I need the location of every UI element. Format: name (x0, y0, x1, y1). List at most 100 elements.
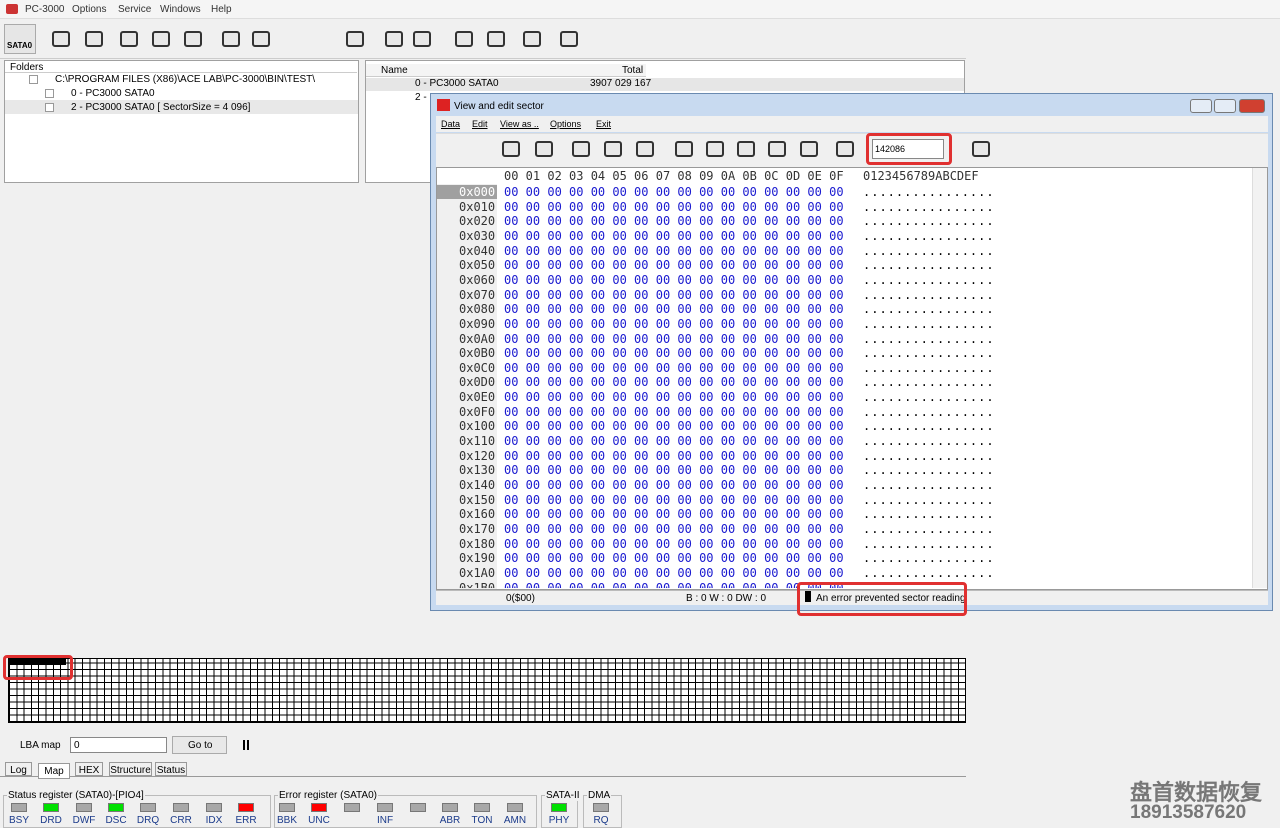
menu-item[interactable]: Windows (160, 4, 201, 15)
window-button[interactable] (1214, 99, 1236, 113)
row-ascii: ................ (863, 243, 995, 258)
editor-tool-icon[interactable] (836, 141, 854, 157)
menu-item[interactable]: Options (72, 4, 107, 15)
row-bytes: 00 00 00 00 00 00 00 00 00 00 00 00 00 0… (504, 346, 844, 361)
toolbar-icon[interactable] (560, 31, 578, 47)
app-icon (6, 4, 18, 14)
sector-input[interactable]: 142086 (872, 139, 944, 159)
window-title: View and edit sector (454, 101, 544, 112)
row-ascii: ................ (863, 287, 995, 302)
editor-menu-item[interactable]: Edit (472, 119, 488, 129)
row-offset: 0x170 (459, 521, 496, 536)
list-row (366, 78, 964, 91)
led (344, 803, 360, 812)
editor-tool-icon[interactable] (535, 141, 553, 157)
led-label: TON (471, 815, 493, 826)
status-cell: 0($00) (506, 593, 535, 604)
editor-tool-icon[interactable] (737, 141, 755, 157)
row-offset: 0x160 (459, 507, 496, 522)
row-ascii: ................ (863, 521, 995, 536)
toolbar-icon[interactable] (52, 31, 70, 47)
editor-tool-icon[interactable] (768, 141, 786, 157)
toolbar-icon[interactable] (346, 31, 364, 47)
led (238, 803, 254, 812)
toolbar-icon[interactable] (252, 31, 270, 47)
row-bytes: 00 00 00 00 00 00 00 00 00 00 00 00 00 0… (504, 243, 844, 258)
tree-item[interactable]: 0 - PC3000 SATA0 (71, 88, 155, 99)
hex-clip: 0x000 00 00 00 00 00 00 00 00 00 00 00 00… (437, 184, 1251, 588)
toolbar-icon[interactable] (184, 31, 202, 47)
row-offset: 0x120 (459, 448, 496, 463)
toolbar-icon[interactable] (487, 31, 505, 47)
folders-panel (4, 60, 359, 183)
editor-tool-icon[interactable] (706, 141, 724, 157)
editor-tool-icon[interactable] (604, 141, 622, 157)
goto-button[interactable]: Go to (172, 736, 227, 754)
led (173, 803, 189, 812)
list-name[interactable]: 0 - PC3000 SATA0 (415, 78, 499, 89)
tab[interactable]: Structure (109, 762, 152, 776)
row-bytes: 00 00 00 00 00 00 00 00 00 00 00 00 00 0… (504, 521, 844, 536)
led (377, 803, 393, 812)
tab[interactable]: HEX (75, 762, 103, 776)
editor-tool-icon[interactable] (800, 141, 818, 157)
window-button[interactable] (1239, 99, 1265, 113)
editor-tool-icon[interactable] (675, 141, 693, 157)
toolbar-icon[interactable] (85, 31, 103, 47)
row-offset: 0x0B0 (459, 346, 496, 361)
tree-checkbox[interactable] (29, 75, 38, 84)
led-label: DRQ (136, 815, 160, 826)
row-bytes: 00 00 00 00 00 00 00 00 00 00 00 00 00 0… (504, 404, 844, 419)
row-bytes: 00 00 00 00 00 00 00 00 00 00 00 00 00 0… (504, 434, 844, 449)
editor-tool-icon[interactable] (636, 141, 654, 157)
menu-item[interactable]: PC-3000 (25, 4, 65, 15)
led-label: RQ (593, 815, 609, 826)
led-label: PHY (548, 815, 570, 826)
row-ascii: ................ (863, 404, 995, 419)
editor-menu (436, 116, 1268, 132)
row-bytes: 00 00 00 00 00 00 00 00 00 00 00 00 00 0… (504, 302, 844, 317)
lba-input[interactable]: 0 (70, 737, 167, 753)
toolbar-icon[interactable] (413, 31, 431, 47)
hex-area (436, 167, 1268, 590)
tab[interactable]: Status (155, 762, 187, 776)
row-ascii: ................ (863, 360, 995, 375)
editor-menu-item[interactable]: Data (441, 119, 461, 129)
led (43, 803, 59, 812)
toolbar-icon[interactable] (455, 31, 473, 47)
editor-menu-item[interactable]: View as .. (500, 119, 539, 129)
tree-checkbox[interactable] (45, 89, 54, 98)
row-offset: 0x110 (459, 434, 496, 449)
menu-item[interactable]: Help (211, 4, 232, 15)
editor-tool-icon[interactable] (502, 141, 520, 157)
row-ascii: ................ (863, 478, 995, 492)
row-bytes: 00 00 00 00 00 00 00 00 00 00 00 00 00 0… (504, 214, 844, 229)
row-bytes: 00 00 00 00 00 00 00 00 00 00 00 00 00 0… (504, 375, 844, 390)
editor-tool-icon[interactable] (972, 141, 990, 157)
editor-tool-icon[interactable] (572, 141, 590, 157)
toolbar-icon[interactable] (222, 31, 240, 47)
watermark: 盘首数据恢复 (1130, 780, 1263, 805)
toolbar-icon[interactable] (523, 31, 541, 47)
row-ascii: ................ (863, 199, 995, 214)
tab[interactable]: Log (5, 762, 32, 776)
led-label: UNC (308, 815, 330, 826)
led-label: BBK (276, 815, 297, 826)
toolbar-icon[interactable] (120, 31, 138, 47)
led (279, 803, 295, 812)
toolbar-icon[interactable] (152, 31, 170, 47)
editor-menu-item[interactable]: Options (550, 119, 582, 129)
editor-menu-item[interactable]: Exit (596, 119, 612, 129)
tree-item[interactable]: C:\PROGRAM FILES (X86)\ACE LAB\PC-3000\B… (55, 74, 316, 85)
window-button[interactable] (1190, 99, 1212, 113)
row-bytes: 00 00 00 00 00 00 00 00 00 00 00 00 00 0… (504, 492, 844, 507)
row-offset: 0x000 (459, 185, 496, 199)
tree-item[interactable]: 2 - PC3000 SATA0 [ SectorSize = 4 096] (71, 102, 251, 113)
tree-checkbox[interactable] (45, 103, 54, 112)
sata-button[interactable] (4, 24, 36, 54)
toolbar-icon[interactable] (385, 31, 403, 47)
menu-item[interactable]: Service (118, 4, 152, 15)
led (551, 803, 567, 812)
tab[interactable]: Map (38, 763, 70, 779)
